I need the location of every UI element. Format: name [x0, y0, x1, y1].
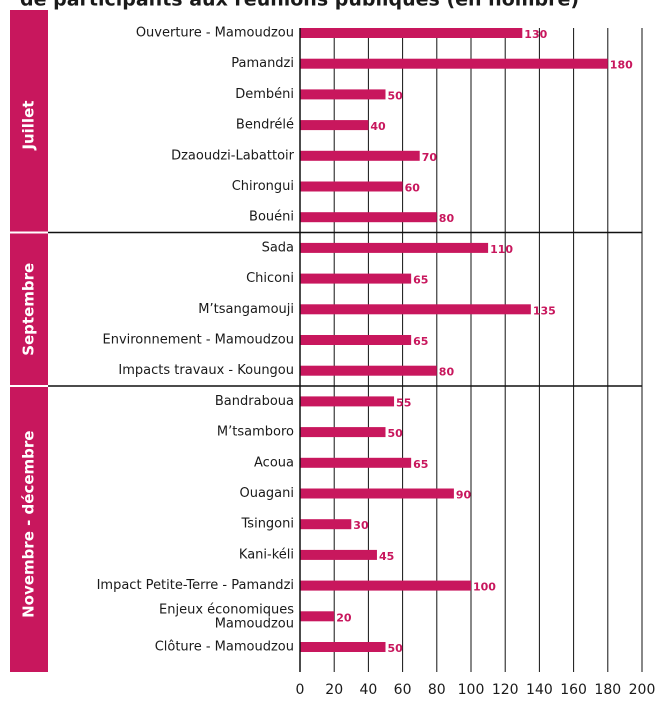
value-label: 30	[353, 519, 369, 532]
category-label: Dembéni	[235, 87, 294, 102]
bar	[300, 212, 437, 223]
x-tick-label: 120	[492, 682, 519, 698]
value-label: 50	[388, 642, 404, 655]
category-label: Sada	[262, 240, 294, 255]
bar	[300, 335, 412, 345]
category-label: Impact Petite-Terre - Pamandzi	[97, 578, 294, 593]
value-label: 50	[388, 89, 404, 102]
value-label: 80	[439, 366, 455, 379]
x-tick-label: 80	[428, 682, 446, 698]
x-tick-label: 60	[394, 682, 412, 698]
category-label: Bouéni	[249, 210, 294, 225]
category-label: Dzaoudzi-Labattoir	[171, 148, 295, 163]
value-label: 55	[396, 396, 411, 409]
category-label: M’tsamboro	[217, 425, 294, 440]
group-label: Septembre	[20, 263, 38, 356]
category-label: Acoua	[254, 455, 294, 470]
bar	[300, 488, 454, 499]
value-label: 100	[473, 581, 496, 594]
value-label: 60	[405, 182, 421, 195]
value-label: 130	[524, 28, 547, 41]
bar	[300, 242, 489, 253]
value-label: 135	[533, 304, 556, 317]
chart-title: de participants aux réunions publiques (…	[20, 0, 579, 11]
value-label: 80	[439, 212, 455, 225]
category-label: M’tsangamouji	[198, 302, 294, 317]
x-tick-label: 20	[325, 682, 343, 698]
category-label: Enjeux économiques Mamoudzou	[159, 602, 294, 631]
x-tick-label: 40	[359, 682, 377, 698]
bar	[300, 396, 395, 407]
value-label: 70	[422, 151, 438, 164]
category-label: Tsingoni	[241, 517, 294, 532]
value-label: 65	[413, 458, 428, 471]
category-label: Kani-kéli	[239, 547, 294, 562]
value-label: 65	[413, 274, 428, 287]
category-label: Clôture - Mamoudzou	[155, 640, 294, 655]
value-label: 65	[413, 335, 428, 348]
category-label: Pamandzi	[231, 56, 294, 71]
category-label: Chirongui	[232, 179, 294, 194]
bar	[300, 457, 412, 468]
bar	[300, 580, 471, 591]
category-label: Impacts travaux - Koungou	[118, 363, 294, 378]
bar	[300, 549, 377, 560]
category-label: Environnement - Mamoudzou	[102, 333, 294, 348]
value-label: 110	[490, 243, 513, 256]
group-label: Juillet	[20, 101, 38, 151]
x-tick-label: 140	[526, 682, 553, 698]
x-tick-label: 200	[629, 682, 656, 698]
value-label: 180	[610, 59, 633, 72]
bar	[300, 365, 437, 376]
bar	[300, 642, 386, 652]
category-label: Bandraboua	[215, 394, 294, 409]
x-tick-label: 100	[458, 682, 485, 698]
category-label: Ouverture - Mamoudzou	[136, 26, 294, 41]
value-label: 20	[336, 611, 352, 624]
category-label: Chiconi	[246, 271, 294, 286]
bar	[300, 89, 386, 100]
group-label: Novembre - décembre	[20, 431, 38, 618]
x-tick-label: 0	[296, 682, 305, 698]
bar	[300, 611, 335, 622]
bar	[300, 120, 369, 131]
bar	[300, 181, 403, 192]
value-label: 45	[379, 550, 394, 563]
value-label: 40	[370, 120, 386, 133]
x-tick-label: 180	[594, 682, 621, 698]
category-label: Bendrélé	[236, 118, 294, 133]
bar	[300, 58, 608, 69]
category-label: Ouagani	[239, 486, 294, 501]
bar	[300, 304, 531, 315]
bar	[300, 427, 386, 438]
value-label: 90	[456, 489, 472, 502]
bar	[300, 150, 420, 161]
bar	[300, 273, 412, 284]
value-label: 50	[388, 427, 404, 440]
bar	[300, 519, 352, 530]
bar	[300, 28, 523, 38]
group-band	[10, 10, 48, 672]
x-tick-label: 160	[560, 682, 587, 698]
